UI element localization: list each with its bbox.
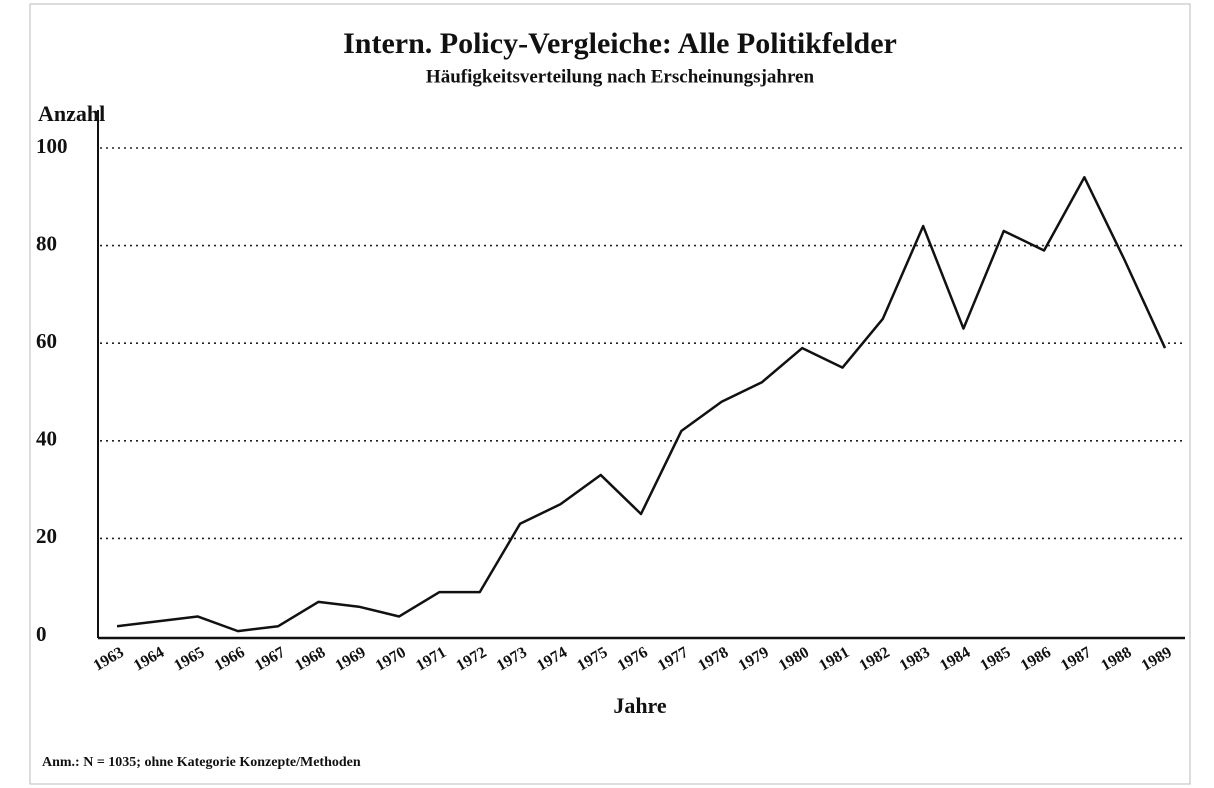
y-tick-label: 60 xyxy=(36,329,57,353)
y-tick-label: 0 xyxy=(36,622,47,646)
x-axis-label: Jahre xyxy=(613,693,667,718)
x-tick-label: 1964 xyxy=(131,644,167,675)
frame xyxy=(29,3,1191,785)
x-tick-label: 1973 xyxy=(494,644,530,675)
x-tick-label: 1988 xyxy=(1098,644,1134,675)
y-tick-label: 20 xyxy=(36,524,57,548)
x-tick-label: 1971 xyxy=(413,644,449,675)
x-tick-label: 1983 xyxy=(897,644,933,675)
x-tick-label: 1968 xyxy=(292,644,328,675)
y-tick-label: 100 xyxy=(36,134,68,158)
x-tick-label: 1966 xyxy=(212,644,248,675)
x-tick-label: 1987 xyxy=(1058,644,1094,675)
x-tick-label: 1978 xyxy=(695,644,731,675)
x-tick-label: 1977 xyxy=(655,644,691,675)
x-tick-label: 1979 xyxy=(736,644,772,675)
y-tick-label: 40 xyxy=(36,427,57,451)
x-tick-label: 1989 xyxy=(1139,644,1175,675)
y-tick-label: 80 xyxy=(36,231,57,255)
x-tick-label: 1986 xyxy=(1018,644,1054,675)
x-tick-label: 1982 xyxy=(856,644,892,675)
x-tick-label: 1967 xyxy=(252,644,288,675)
x-tick-label: 1972 xyxy=(453,644,489,675)
x-tick-label: 1976 xyxy=(615,644,651,675)
x-tick-label: 1975 xyxy=(574,644,610,675)
x-tick-label: 1985 xyxy=(977,644,1013,675)
x-tick-label: 1963 xyxy=(91,644,127,675)
y-axis-label: Anzahl xyxy=(38,101,105,126)
data-line xyxy=(116,176,1167,633)
x-tick-label: 1980 xyxy=(776,644,812,675)
x-tick-label: 1965 xyxy=(171,644,207,675)
x-tick-label: 1969 xyxy=(332,644,368,675)
chart-title: Intern. Policy-Vergleiche: Alle Politikf… xyxy=(343,27,897,60)
x-tick-label: 1981 xyxy=(816,644,852,675)
chart-subtitle: Häufigkeitsverteilung nach Erscheinungsj… xyxy=(426,66,815,87)
x-tick-label: 1970 xyxy=(373,644,409,675)
x-tick-label: 1974 xyxy=(534,644,570,675)
x-tick-label: 1984 xyxy=(937,644,973,675)
annotation: Anm.: N = 1035; ohne Kategorie Konzepte/… xyxy=(42,755,361,770)
